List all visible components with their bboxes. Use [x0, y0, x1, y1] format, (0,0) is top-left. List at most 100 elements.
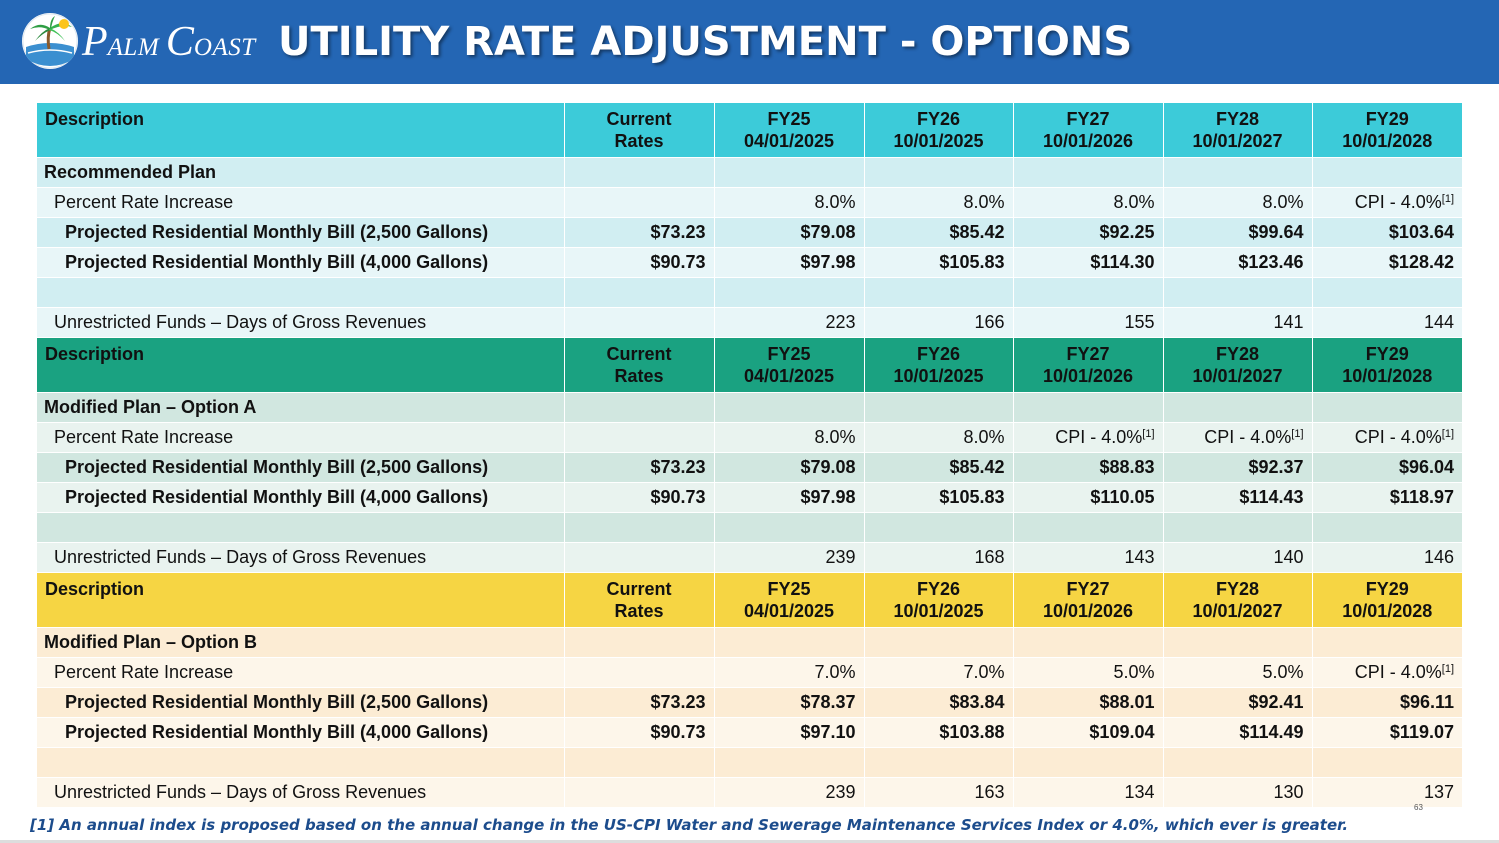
value-cell: 146	[1312, 542, 1462, 573]
value-cell: $92.41	[1163, 687, 1313, 718]
col-header-current-rates: Current Rates	[564, 337, 715, 393]
value-cell: $118.97	[1312, 482, 1462, 513]
footnote-marker: [1]	[1441, 193, 1454, 205]
value-cell: $85.42	[864, 217, 1014, 248]
col-header-current-rates: Current Rates	[564, 572, 715, 628]
col-header-fy26: FY26 10/01/2025	[864, 572, 1014, 628]
col-header-current-rates: Current Rates	[564, 103, 715, 158]
value-cell: 166	[864, 307, 1014, 338]
value-cell: $114.43	[1163, 482, 1313, 513]
current-rate-cell: $73.23	[564, 687, 715, 718]
col-header-fy25: FY25 04/01/2025	[714, 572, 865, 628]
value-cell: 8.0%	[1013, 187, 1164, 218]
value-cell: CPI - 4.0%[1]	[1312, 657, 1462, 688]
col-header-fy27: FY27 10/01/2026	[1013, 572, 1164, 628]
col-header-fy26: FY26 10/01/2025	[864, 337, 1014, 393]
col-header-fy25: FY25 04/01/2025	[714, 337, 865, 393]
row-label: Projected Residential Monthly Bill (2,50…	[37, 217, 565, 248]
value-cell: $88.01	[1013, 687, 1164, 718]
footnote-marker: [1]	[1441, 428, 1454, 440]
value-cell: 239	[714, 542, 865, 573]
footnote-marker: [1]	[1142, 428, 1155, 440]
value-cell: $96.11	[1312, 687, 1462, 718]
value-cell: 155	[1013, 307, 1164, 338]
value-cell: 8.0%	[864, 422, 1014, 453]
value-cell: 7.0%	[864, 657, 1014, 688]
col-header-description: Description	[37, 572, 565, 628]
value-cell: $83.84	[864, 687, 1014, 718]
value-cell: 141	[1163, 307, 1313, 338]
current-rate-cell: $90.73	[564, 247, 715, 278]
value-cell: $78.37	[714, 687, 865, 718]
value-cell: $97.10	[714, 717, 865, 748]
page-title: UTILITY RATE ADJUSTMENT - OPTIONS	[278, 19, 1133, 65]
value-cell: $96.04	[1312, 452, 1462, 483]
value-cell: 7.0%	[714, 657, 865, 688]
unrestricted-funds-row: Unrestricted Funds – Days of Gross Reven…	[37, 542, 1462, 573]
value-cell: CPI - 4.0%[1]	[1013, 422, 1164, 453]
row-label: Projected Residential Monthly Bill (2,50…	[37, 452, 565, 483]
value-cell: 8.0%	[864, 187, 1014, 218]
value-cell: $109.04	[1013, 717, 1164, 748]
monthly-bill-2500-row: Projected Residential Monthly Bill (2,50…	[37, 687, 1462, 718]
current-rate-cell: $90.73	[564, 717, 715, 748]
value-cell: $114.30	[1013, 247, 1164, 278]
value-cell: 130	[1163, 777, 1313, 808]
title-bar: PALM COAST UTILITY RATE ADJUSTMENT - OPT…	[0, 0, 1499, 84]
value-cell: $105.83	[864, 247, 1014, 278]
value-cell: $92.37	[1163, 452, 1313, 483]
value-cell: 8.0%	[714, 422, 865, 453]
row-label: Projected Residential Monthly Bill (2,50…	[37, 687, 565, 718]
current-rate-cell	[564, 307, 715, 338]
value-cell: 5.0%	[1163, 657, 1313, 688]
row-label: Projected Residential Monthly Bill (4,00…	[37, 717, 565, 748]
current-rate-cell	[564, 187, 715, 218]
percent-rate-increase-row: Percent Rate Increase 7.0% 7.0% 5.0% 5.0…	[37, 657, 1462, 688]
row-label: Percent Rate Increase	[37, 422, 565, 453]
value-cell: $79.08	[714, 217, 865, 248]
value-cell: $85.42	[864, 452, 1014, 483]
current-rate-cell	[564, 657, 715, 688]
value-cell: 239	[714, 777, 865, 808]
col-header-fy26: FY26 10/01/2025	[864, 103, 1014, 158]
value-cell: $114.49	[1163, 717, 1313, 748]
option-b-section: Description Current Rates FY25 04/01/2025 …	[37, 572, 1462, 808]
col-header-description: Description	[37, 337, 565, 393]
value-cell: 8.0%	[1163, 187, 1313, 218]
row-label: Unrestricted Funds – Days of Gross Reven…	[37, 307, 565, 338]
monthly-bill-4000-row: Projected Residential Monthly Bill (4,00…	[37, 247, 1462, 278]
value-cell: $79.08	[714, 452, 865, 483]
value-cell: $97.98	[714, 247, 865, 278]
value-cell: CPI - 4.0%[1]	[1312, 187, 1462, 218]
value-cell: 8.0%	[714, 187, 865, 218]
col-header-fy29: FY29 10/01/2028	[1312, 337, 1462, 393]
recommended-plan-section: Description Current Rates FY25 04/01/2025 …	[37, 103, 1462, 338]
current-rate-cell: $73.23	[564, 217, 715, 248]
value-cell: $128.42	[1312, 247, 1462, 278]
row-label: Unrestricted Funds – Days of Gross Reven…	[37, 777, 565, 808]
table-header-row: Description Current Rates FY25 04/01/2025 …	[37, 572, 1462, 628]
plan-name-row: Recommended Plan	[37, 157, 1462, 188]
table-header-row: Description Current Rates FY25 04/01/2025 …	[37, 337, 1462, 393]
spacer-row	[37, 277, 1462, 308]
palm-coast-wordmark: PALM COAST	[82, 19, 256, 65]
value-cell: 134	[1013, 777, 1164, 808]
option-a-section: Description Current Rates FY25 04/01/2025 …	[37, 337, 1462, 573]
value-cell: 163	[864, 777, 1014, 808]
value-cell: $99.64	[1163, 217, 1313, 248]
plan-name: Recommended Plan	[37, 157, 565, 188]
value-cell: $103.88	[864, 717, 1014, 748]
percent-rate-increase-row: Percent Rate Increase 8.0% 8.0% CPI - 4.…	[37, 422, 1462, 453]
footnote: [1] An annual index is proposed based on…	[30, 816, 1349, 834]
current-rate-cell: $73.23	[564, 452, 715, 483]
col-header-fy27: FY27 10/01/2026	[1013, 337, 1164, 393]
current-rate-cell	[564, 777, 715, 808]
value-cell: 144	[1312, 307, 1462, 338]
col-header-fy29: FY29 10/01/2028	[1312, 572, 1462, 628]
value-cell: 168	[864, 542, 1014, 573]
monthly-bill-4000-row: Projected Residential Monthly Bill (4,00…	[37, 717, 1462, 748]
row-label: Unrestricted Funds – Days of Gross Reven…	[37, 542, 565, 573]
value-cell: $123.46	[1163, 247, 1313, 278]
monthly-bill-2500-row: Projected Residential Monthly Bill (2,50…	[37, 452, 1462, 483]
spacer-row	[37, 747, 1462, 778]
